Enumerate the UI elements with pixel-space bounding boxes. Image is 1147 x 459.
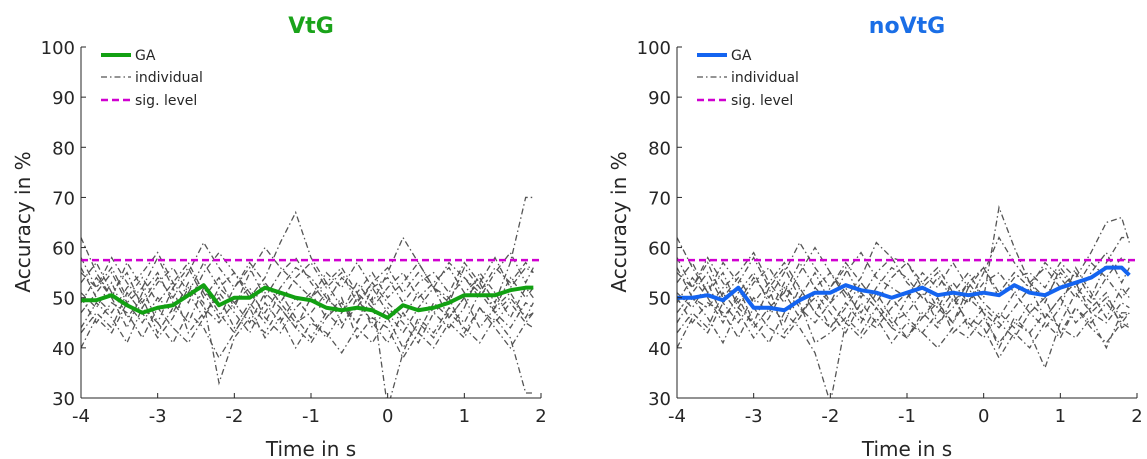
x-tick-label: 2: [535, 406, 546, 427]
x-tick-label: 0: [382, 406, 393, 427]
plot-area: [677, 205, 1137, 398]
y-tick-label: 50: [52, 289, 75, 310]
individual-line: [81, 286, 534, 394]
x-tick-label: -2: [225, 406, 243, 427]
x-tick-label: 0: [978, 406, 989, 427]
y-tick-label: 40: [648, 339, 671, 360]
y-axis-label: Accuracy in %: [607, 151, 631, 292]
y-tick-label: 80: [52, 138, 75, 159]
y-tick-label: 90: [52, 88, 75, 109]
individual-line: [81, 237, 534, 310]
individual-line: [677, 241, 1130, 304]
y-tick-label: 30: [52, 389, 75, 410]
legend-label-sig: sig. level: [135, 93, 197, 109]
x-tick-label: 1: [459, 406, 470, 427]
y-tick-label: 70: [648, 188, 671, 209]
chart-novtg: noVtG Accuracy in % Time in s GA individ…: [607, 14, 1143, 459]
y-tick-label: 100: [41, 38, 75, 59]
x-tick-label: -4: [72, 406, 90, 427]
individual-line: [81, 271, 534, 334]
x-tick-label: 1: [1055, 406, 1066, 427]
x-tick-label: 2: [1131, 406, 1142, 427]
y-tick-label: 70: [52, 188, 75, 209]
ga-line: [81, 283, 534, 320]
individual-line: [677, 236, 1130, 315]
legend-label-ga: GA: [731, 48, 752, 64]
legend-label-individual: individual: [731, 70, 799, 86]
individual-line: [81, 241, 534, 304]
individual-line: [677, 205, 1130, 310]
x-tick-label: -3: [149, 406, 167, 427]
individual-line: [677, 281, 1130, 370]
y-tick-label: 50: [648, 289, 671, 310]
y-tick-label: 30: [648, 389, 671, 410]
individual-line: [81, 271, 534, 334]
y-tick-label: 60: [648, 239, 671, 260]
individual-line: [81, 286, 534, 386]
y-tick-label: 80: [648, 138, 671, 159]
x-tick-label: -3: [745, 406, 763, 427]
x-tick-label: -2: [821, 406, 839, 427]
y-tick-label: 100: [637, 38, 671, 59]
legend-label-individual: individual: [135, 70, 203, 86]
individual-line: [677, 286, 1130, 398]
legend-label-ga: GA: [135, 48, 156, 64]
individual-line: [81, 236, 534, 314]
x-tick-label: -1: [898, 406, 916, 427]
chart-title: VtG: [288, 14, 334, 39]
x-axis-label: Time in s: [861, 437, 952, 459]
individual-line: [677, 266, 1130, 329]
y-tick-label: 90: [648, 88, 671, 109]
individual-line: [677, 286, 1130, 360]
chart-title: noVtG: [869, 14, 945, 39]
y-tick-label: 40: [52, 339, 75, 360]
individual-line: [81, 281, 534, 398]
x-axis-label: Time in s: [265, 437, 356, 459]
legend-label-sig: sig. level: [731, 93, 793, 109]
x-tick-label: -1: [302, 406, 320, 427]
individual-line: [677, 236, 1130, 314]
y-axis-label: Accuracy in %: [11, 151, 35, 292]
legend: GA individual sig. level: [101, 48, 203, 109]
plot-area: [81, 196, 541, 398]
y-tick-label: 60: [52, 239, 75, 260]
ga-line: [677, 265, 1131, 313]
chart-vtg: VtG Accuracy in % Time in s GA individua…: [11, 14, 547, 459]
x-tick-label: -4: [668, 406, 686, 427]
individual-line: [677, 271, 1130, 329]
individual-line: [81, 196, 534, 320]
legend: GA individual sig. level: [697, 48, 799, 109]
